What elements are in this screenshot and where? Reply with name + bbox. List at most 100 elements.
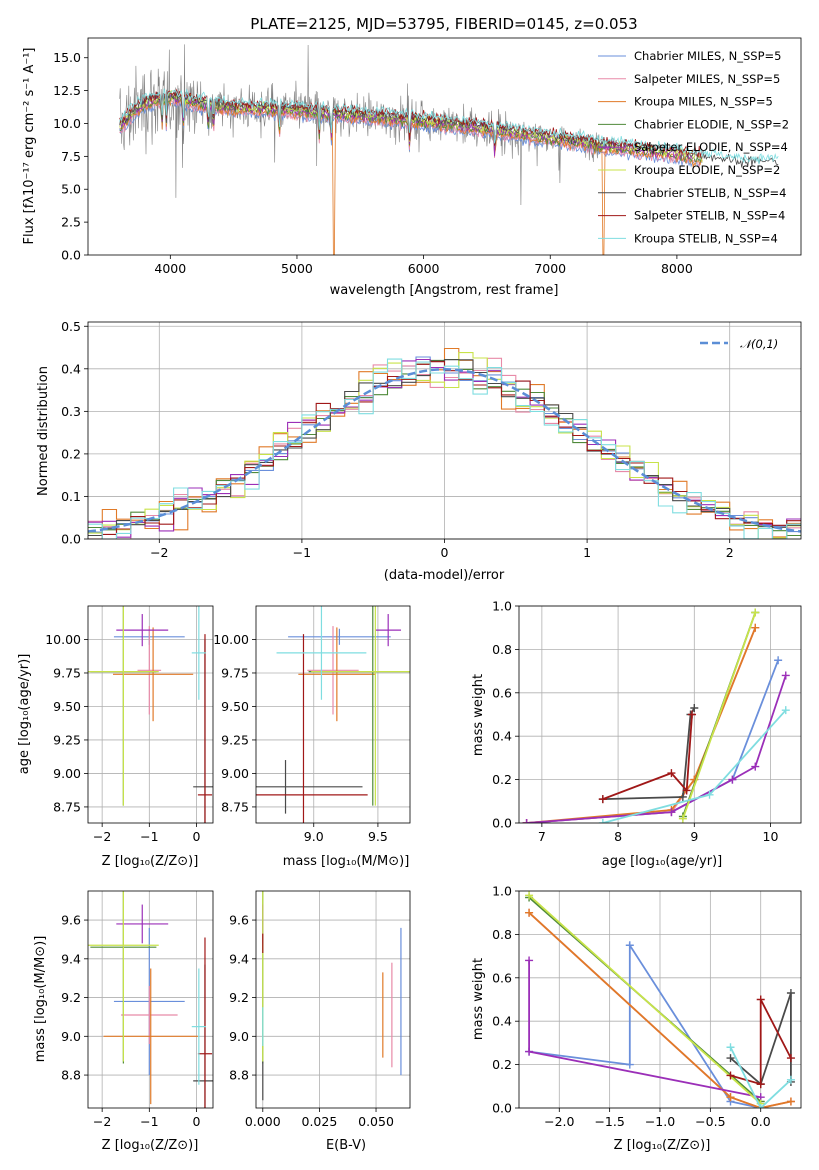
marker xyxy=(598,819,607,823)
x-tick-label: 8 xyxy=(614,829,622,844)
grid xyxy=(88,606,213,823)
series-salpeter-stelib xyxy=(598,710,697,804)
y-tick-label: 9.00 xyxy=(221,766,249,781)
age-z-ylabel: age [log₁₀(age/yr)] xyxy=(17,654,32,775)
point-kroupa-stelib xyxy=(191,606,206,700)
point-salpeter-elodie xyxy=(116,904,169,944)
axes-frame xyxy=(87,37,802,256)
marker xyxy=(786,1075,795,1084)
y-tick-label: 1.0 xyxy=(492,599,512,614)
marker xyxy=(688,710,697,719)
y-tick-label: 0.0 xyxy=(61,532,81,547)
marker xyxy=(786,988,795,997)
marker xyxy=(726,1093,735,1102)
x-tick-label: −0.5 xyxy=(695,1114,725,1129)
x-tick-label: 8000 xyxy=(661,261,693,276)
legend-label: Chabrier MILES, N_SSP=5 xyxy=(634,49,781,63)
y-tick-label: 0.2 xyxy=(61,446,81,461)
point-salpeter-miles xyxy=(307,626,359,715)
y-tick-label: 9.00 xyxy=(53,766,81,781)
x-tick-label: 0 xyxy=(193,1114,201,1129)
point-kroupa-stelib xyxy=(276,606,367,700)
marker xyxy=(728,775,737,784)
marker xyxy=(690,703,699,712)
y-tick-label: 0.4 xyxy=(492,1014,512,1029)
x-tick-label: −2 xyxy=(150,545,168,560)
axes-frame xyxy=(87,321,802,540)
plot-area xyxy=(119,44,779,255)
y-tick-label: 9.4 xyxy=(229,951,249,966)
x-tick-label: −2 xyxy=(93,1114,111,1129)
y-tick-label: 0.3 xyxy=(61,404,81,419)
x-tick-label: 9 xyxy=(690,829,698,844)
x-tick-label: 7 xyxy=(538,829,546,844)
weight-age-xlabel: age [log₁₀(age/yr)] xyxy=(602,854,723,869)
axes-frame xyxy=(255,605,411,824)
y-tick-label: 8.8 xyxy=(61,1068,81,1083)
series-kroupa-elodie xyxy=(678,608,760,823)
weight-z-xlabel: Z [log₁₀(Z/Z⊙)] xyxy=(614,1138,711,1153)
marker xyxy=(682,786,691,795)
weight-z-ylabel: mass weight xyxy=(471,958,486,1040)
x-tick-label: −2 xyxy=(93,829,111,844)
y-tick-label: 0.2 xyxy=(492,1057,512,1072)
plot-area xyxy=(256,606,410,823)
legend-label: Kroupa STELIB, N_SSP=4 xyxy=(634,231,778,245)
y-tick-label: 8.8 xyxy=(229,1068,249,1083)
x-tick-label: 9.5 xyxy=(368,829,388,844)
y-tick-label: 9.75 xyxy=(53,665,81,680)
y-tick-label: 9.2 xyxy=(61,990,81,1005)
marker xyxy=(678,792,687,801)
weight-age-ylabel: mass weight xyxy=(471,674,486,756)
y-tick-label: 9.50 xyxy=(53,699,81,714)
marker xyxy=(525,891,534,900)
spectrum-title: PLATE=2125, MJD=53795, FIBERID=0145, z=0… xyxy=(250,15,637,33)
x-tick-label: 0 xyxy=(441,545,449,560)
age-vs-mass-panel: mass [log₁₀(M/M⊙)] 9.0 9.5 8.75 9.00 9.25 9.5… xyxy=(213,605,411,869)
point-salpeter-elodie xyxy=(375,614,402,647)
age-z-xlabel: Z [log₁₀(Z/Z⊙)] xyxy=(102,854,199,869)
x-tick-label: −1 xyxy=(140,829,158,844)
series-chabrier-miles xyxy=(525,941,765,1108)
marker xyxy=(781,706,790,715)
y-tick-label: 5.0 xyxy=(61,182,81,197)
axes-frame xyxy=(87,605,214,824)
mass-ebv-xlabel: E(B-V) xyxy=(326,1138,366,1153)
y-tick-label: 10.00 xyxy=(45,632,81,647)
marker xyxy=(667,769,676,778)
marker xyxy=(786,1097,795,1106)
y-tick-label: 9.25 xyxy=(53,732,81,747)
marker xyxy=(678,814,687,823)
series-chabrier-miles xyxy=(522,656,783,823)
spectrum-xlabel: wavelength [Angstrom, rest frame] xyxy=(330,283,559,298)
y-tick-label: 9.4 xyxy=(61,951,81,966)
y-tick-label: 10.00 xyxy=(213,632,249,647)
y-tick-label: 0.4 xyxy=(61,361,81,376)
plot-area xyxy=(88,606,213,823)
x-tick-label: 9.0 xyxy=(304,829,324,844)
series-salpeter-elodie xyxy=(525,956,765,1102)
x-tick-label: −1 xyxy=(293,545,311,560)
hist-kroupa-elodie xyxy=(88,352,801,539)
x-tick-label: 0.050 xyxy=(358,1114,394,1129)
point-chabrier-miles xyxy=(288,628,391,645)
y-tick-label: 0.8 xyxy=(492,642,512,657)
x-tick-label: −1 xyxy=(140,1114,158,1129)
plot-area xyxy=(88,891,213,1108)
y-tick-label: 9.0 xyxy=(229,1029,249,1044)
y-tick-label: 0.0 xyxy=(492,816,512,831)
x-tick-label: −2.0 xyxy=(544,1114,574,1129)
series-salpeter-miles xyxy=(522,623,760,823)
axes-frame xyxy=(518,890,802,1109)
point-salpeter-stelib xyxy=(197,937,213,1108)
marker xyxy=(726,1054,735,1063)
marker xyxy=(756,1080,765,1089)
series-salpeter-stelib xyxy=(726,995,795,1089)
marker xyxy=(726,1071,735,1080)
x-tick-label: 4000 xyxy=(154,261,186,276)
marker xyxy=(525,1047,534,1056)
legend-label: Salpeter ELODIE, N_SSP=4 xyxy=(634,140,788,154)
y-tick-label: 9.50 xyxy=(221,699,249,714)
x-tick-label: 0.000 xyxy=(245,1114,281,1129)
